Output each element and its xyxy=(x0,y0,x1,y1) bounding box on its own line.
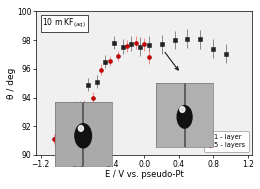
X-axis label: E / V vs. pseudo-Pt: E / V vs. pseudo-Pt xyxy=(105,170,184,179)
Y-axis label: θ / deg: θ / deg xyxy=(7,67,16,99)
Ellipse shape xyxy=(177,106,192,128)
Legend: 1 - layer, 5 - layers: 1 - layer, 5 - layers xyxy=(204,131,249,152)
Ellipse shape xyxy=(180,107,185,112)
Text: 10 m KF$_{(aq)}$: 10 m KF$_{(aq)}$ xyxy=(42,17,86,30)
Ellipse shape xyxy=(78,125,83,131)
Ellipse shape xyxy=(75,124,92,148)
